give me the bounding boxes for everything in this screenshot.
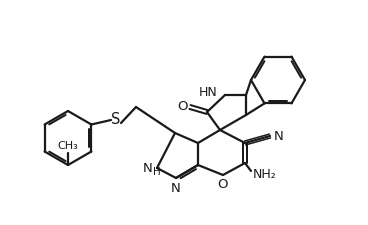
Text: N: N (143, 162, 153, 175)
Text: NH₂: NH₂ (253, 169, 277, 182)
Text: H: H (153, 167, 161, 177)
Text: O: O (217, 178, 227, 191)
Text: HN: HN (198, 86, 217, 99)
Text: CH₃: CH₃ (58, 141, 78, 151)
Text: N: N (171, 182, 181, 194)
Text: S: S (111, 112, 121, 128)
Text: O: O (177, 101, 187, 113)
Text: N: N (274, 130, 284, 142)
